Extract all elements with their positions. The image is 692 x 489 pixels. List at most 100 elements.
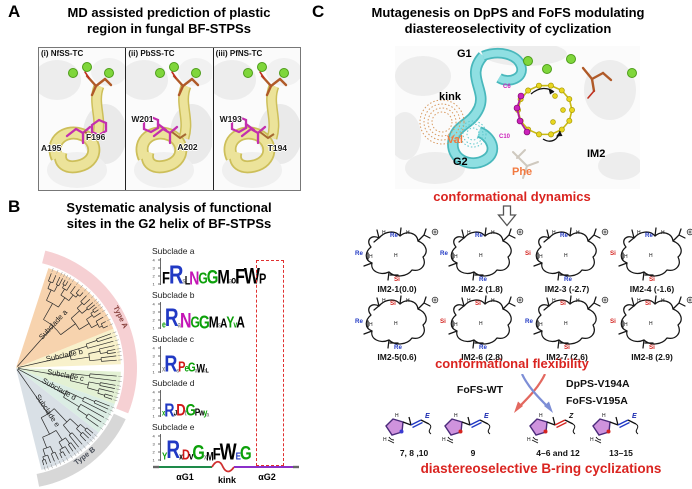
residue-label: W201: [131, 114, 154, 124]
md-structure-panels: (i) NfSS-TC A195 F196 (ii) PbSS-TC W201 A202(…: [38, 47, 301, 191]
panel-a-letter: A: [8, 2, 21, 21]
svg-text:H: H: [394, 253, 398, 259]
stereo-face-mark: Si: [475, 300, 481, 307]
sequence-logo-name: Subclade d: [152, 378, 195, 388]
logo-letter: G: [206, 266, 219, 289]
logo-letter: G: [198, 269, 207, 288]
svg-text:H: H: [491, 230, 495, 236]
logo-letter: M: [208, 313, 219, 332]
svg-text:H: H: [454, 254, 458, 260]
svg-text:H: H: [394, 321, 398, 327]
svg-text:H: H: [576, 298, 580, 304]
svg-text:H: H: [624, 322, 628, 328]
svg-text:H: H: [479, 321, 483, 327]
svg-text:3: 3: [153, 398, 156, 403]
logo-letter: W: [243, 263, 260, 289]
svg-text:4: 4: [153, 390, 156, 395]
logo-letter: F: [162, 268, 170, 288]
im2-conformer-label: IM2-7 (2.6): [546, 352, 588, 362]
logo-letter: L: [205, 367, 209, 376]
logo-letter: N: [189, 267, 199, 288]
logo-letter: s: [217, 322, 222, 331]
im2-conformer-structure: H H H H Re Si Re: [525, 227, 609, 283]
md-subpanel-tag: (i) NfSS-TC: [41, 49, 84, 58]
label-phe-residue: Phe: [512, 166, 533, 178]
im2-conformer-label: IM2-4 (-1.6): [629, 284, 675, 294]
logo-letter: F: [212, 444, 221, 464]
logo-letter: Y: [226, 313, 234, 332]
svg-text:H: H: [382, 298, 386, 304]
svg-text:H: H: [661, 298, 665, 304]
svg-text:3: 3: [153, 266, 156, 271]
stereo-face-mark: Re: [394, 344, 402, 351]
stereo-face-mark: Re: [355, 318, 363, 325]
svg-text:4: 4: [153, 302, 156, 307]
md-subpanel: (i) NfSS-TC A195 F196: [39, 48, 127, 190]
svg-text:H: H: [552, 298, 556, 304]
svg-text:H: H: [552, 230, 556, 236]
svg-text:H: H: [564, 321, 568, 327]
svg-text:H: H: [624, 254, 628, 260]
logo-letter: o: [231, 274, 236, 287]
product-label: 7, 8 ,10: [399, 448, 429, 458]
im2-conformer-label: IM2-2 (1.8): [461, 284, 503, 294]
product-label: 4–6 and 12: [536, 448, 580, 458]
panel-a-title-line1: MD assisted prediction of plastic: [67, 5, 271, 20]
svg-text:H: H: [383, 437, 387, 443]
svg-text:H: H: [637, 298, 641, 304]
logo-letter: F: [235, 266, 245, 289]
im2-conformer-label: IM2-1(0.0): [377, 284, 417, 294]
im2-conformer-label: IM2-5(0.6): [377, 352, 417, 362]
logo-letter: W: [196, 361, 204, 375]
im2-conformer-structure: H H H H Si Si Si: [610, 295, 692, 351]
im2-conformer: H H H H Re Si Si IM2-4 (-1.6): [607, 227, 692, 297]
stereo-face-mark: Re: [475, 232, 483, 239]
caption-conformational-dynamics: conformational dynamics: [433, 189, 591, 204]
sequence-logo-name: Subclade c: [152, 334, 195, 344]
panel-b-title-line1: Systematic analysis of functional: [66, 200, 272, 215]
reaction-branch-arrows: [514, 374, 553, 413]
logo-letter: R: [164, 350, 177, 377]
stereo-face-mark: Si: [645, 300, 651, 307]
svg-text:3: 3: [153, 354, 156, 359]
svg-text:H: H: [590, 437, 594, 443]
panel-b-letter: B: [8, 197, 21, 216]
residue-label: W193: [219, 114, 242, 124]
label-im2-ligand: IM2: [587, 148, 606, 160]
svg-text:H: H: [576, 230, 580, 236]
panel-c-title-line1: Mutagenesis on DpPS and FoFS modulating: [371, 5, 645, 20]
im2-conformer-label: IM2-8 (2.9): [631, 352, 673, 362]
im2-conformer-structure: H H H H Si Re Re: [355, 295, 439, 351]
im2-conformer-label: IM2-3 (-2.7): [544, 284, 590, 294]
stereo-face-mark: Re: [645, 232, 653, 239]
axis-label-ag1: αG1: [176, 472, 194, 482]
logo-letter: e: [184, 362, 189, 375]
logo-letter: s: [176, 367, 179, 376]
im2-conformer-structure: H H H H Si Si Re: [440, 295, 524, 351]
logo-letter: R: [164, 399, 174, 420]
logo-letter: P: [178, 359, 185, 376]
svg-text:H: H: [382, 230, 386, 236]
label-c10-atom: C10: [499, 134, 511, 140]
md-subpanel-tag: (iii) PfNS-TC: [215, 49, 263, 58]
svg-text:1: 1: [153, 414, 156, 419]
im2-conformer-structure: H H H H Re Re Re: [440, 227, 524, 283]
helix-region-axis: [153, 460, 299, 473]
product-structure-render: H H E: [383, 413, 432, 444]
svg-text:H: H: [602, 413, 606, 419]
caption-b-ring-cyclizations: diastereoselective B-ring cyclizations: [420, 461, 662, 476]
im2-conformer-structure: H H H H Si Re Si: [525, 295, 609, 351]
logo-letter: E: [235, 450, 241, 463]
stereo-face-mark: Re: [479, 344, 487, 351]
product-structure-render: H H Z: [527, 413, 576, 444]
stereo-face-mark: Si: [610, 318, 616, 325]
md-subpanel: (iii) PfNS-TC W193 T194: [213, 48, 300, 190]
down-block-arrow-icon: [497, 205, 517, 227]
logo-letter: A: [220, 316, 227, 332]
